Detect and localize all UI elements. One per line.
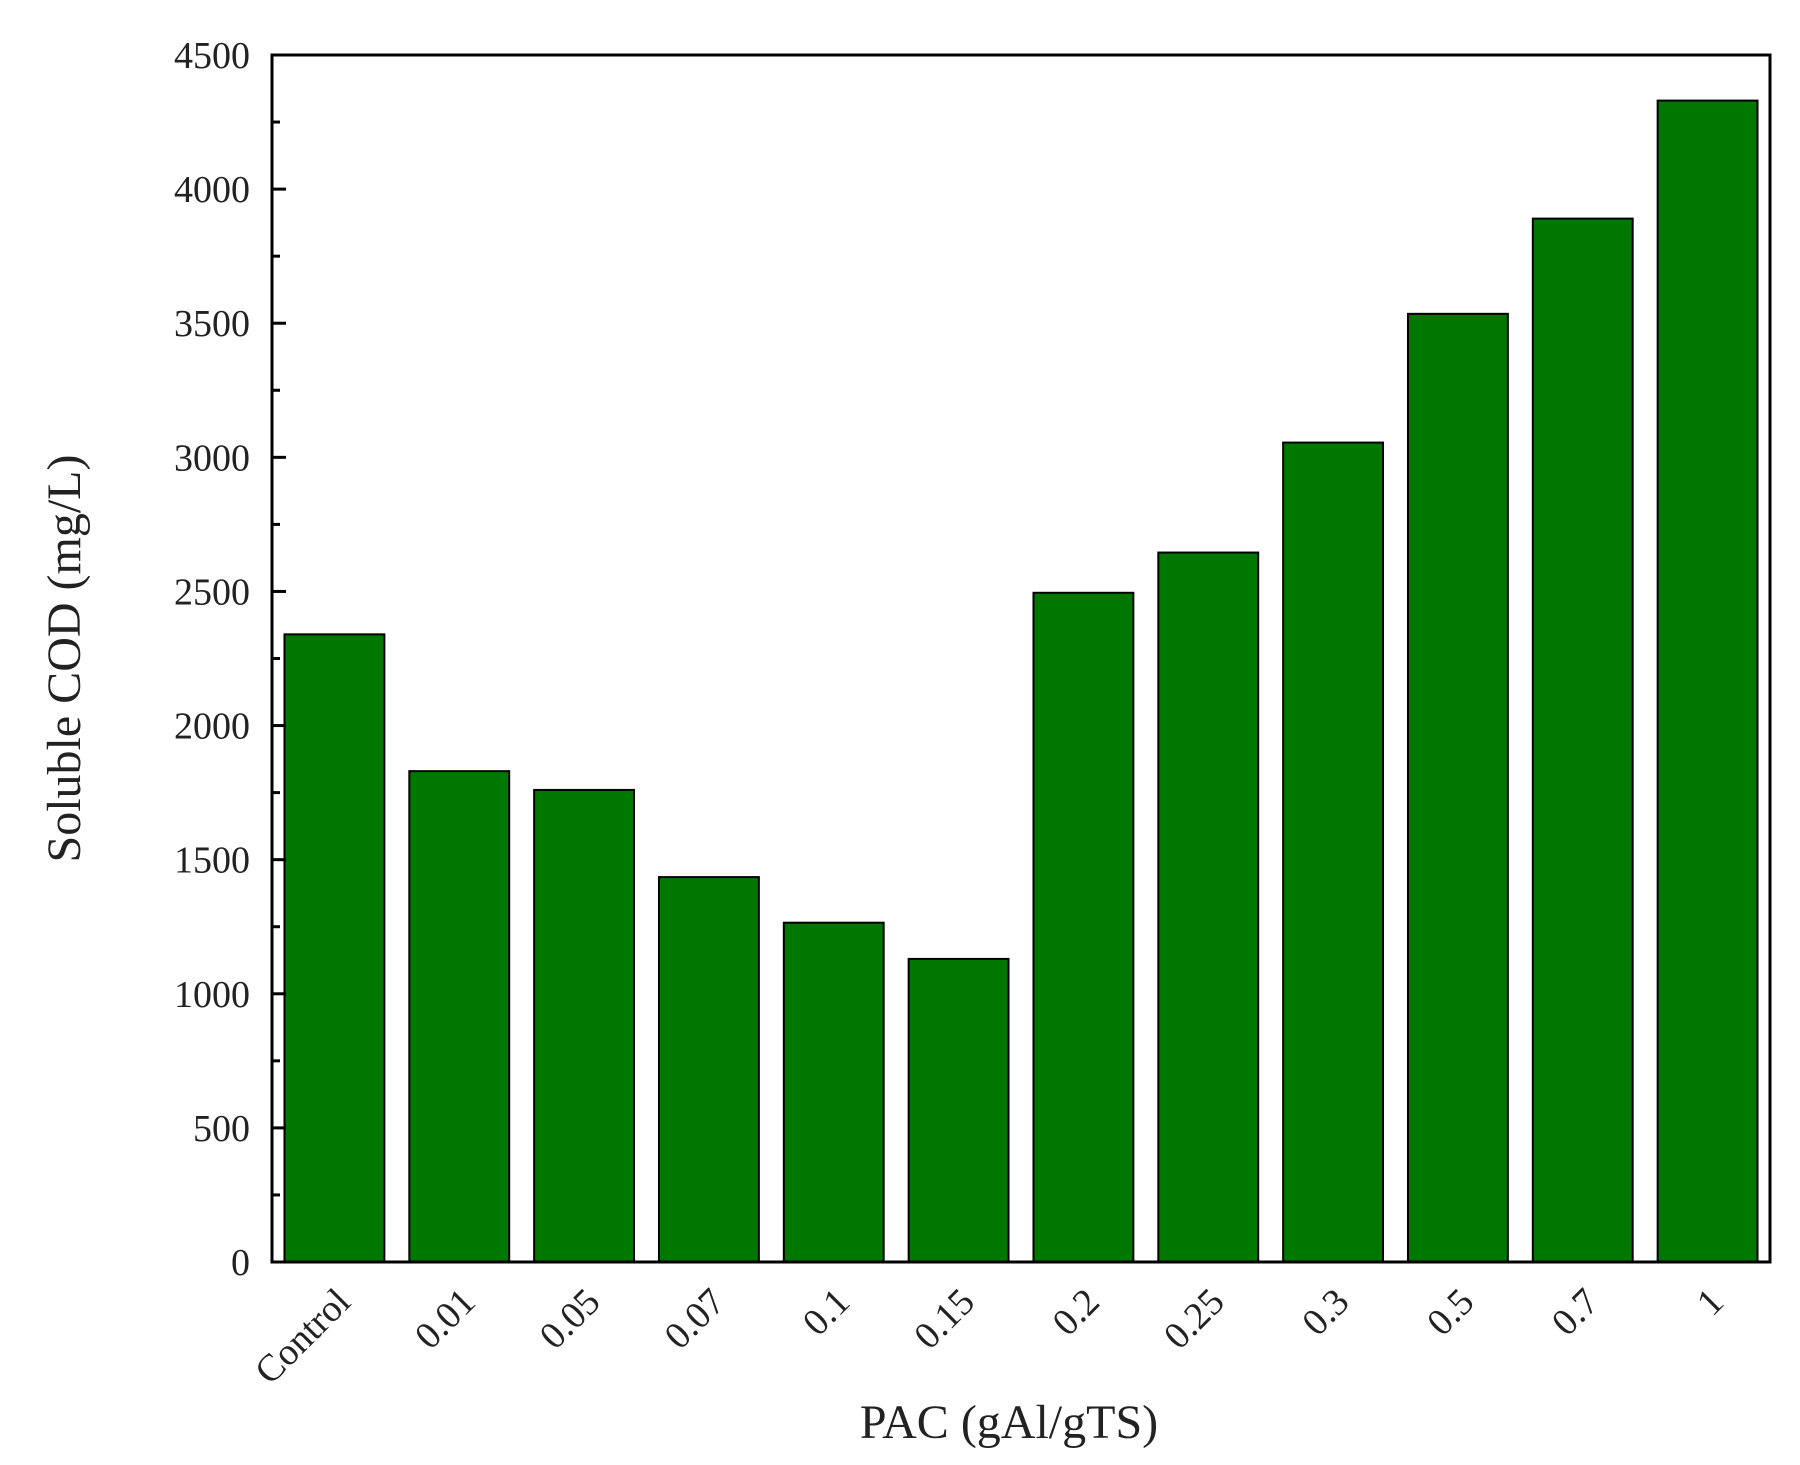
bar-0.2 xyxy=(1032,591,1135,1263)
y-tick-label: 1000 xyxy=(174,974,250,1016)
y-tick-label: 2000 xyxy=(174,706,250,748)
x-tick-label: 0.05 xyxy=(532,1281,609,1358)
bar-1 xyxy=(1656,99,1759,1263)
x-tick-label: 0.3 xyxy=(1294,1281,1357,1344)
x-tick-label: 0.2 xyxy=(1044,1281,1107,1344)
y-tick-label: 1500 xyxy=(174,840,250,882)
x-tick-label: 0.5 xyxy=(1419,1281,1482,1344)
bar-0.07 xyxy=(657,876,760,1264)
x-tick-label: 0.1 xyxy=(795,1281,858,1344)
x-tick-label: 0.7 xyxy=(1544,1281,1607,1344)
y-tick-label: 4500 xyxy=(174,35,250,77)
bar-0.3 xyxy=(1282,441,1385,1263)
y-tick-label: 3000 xyxy=(174,437,250,479)
x-axis-title: PAC (gAl/gTS) xyxy=(860,1396,1158,1449)
bar-0.5 xyxy=(1406,312,1509,1263)
x-tick-label: Control xyxy=(247,1281,359,1393)
x-tick-label: 0.15 xyxy=(906,1281,983,1358)
bars-group xyxy=(283,99,1759,1264)
y-tick-label: 3500 xyxy=(174,303,250,345)
bar-0.01 xyxy=(408,770,511,1263)
y-tick-label: 2500 xyxy=(174,571,250,613)
bar-0.05 xyxy=(533,788,636,1263)
y-tick-label: 0 xyxy=(231,1242,250,1284)
bar-0.7 xyxy=(1531,217,1634,1263)
x-ticks: Control 0.01 0.05 0.07 0.1 0.15 0.2 0.25 0.3 0.5 0… xyxy=(247,1281,1732,1393)
y-tick-label: 500 xyxy=(193,1108,250,1150)
x-tick-label: 0.25 xyxy=(1156,1281,1233,1358)
y-ticks: 0 500 1000 1500 2000 2500 3000 3500 4000 4500 xyxy=(174,35,286,1284)
bar-Control xyxy=(283,633,386,1263)
y-tick-label: 4000 xyxy=(174,169,250,211)
x-tick-label: 1 xyxy=(1689,1281,1732,1324)
x-tick-label: 0.01 xyxy=(407,1281,484,1358)
bar-0.25 xyxy=(1157,551,1260,1263)
bar-0.1 xyxy=(782,921,885,1264)
x-tick-label: 0.07 xyxy=(657,1281,734,1358)
bar-0.15 xyxy=(907,957,1010,1263)
y-axis-title: Soluble COD (mg/L) xyxy=(38,455,91,863)
